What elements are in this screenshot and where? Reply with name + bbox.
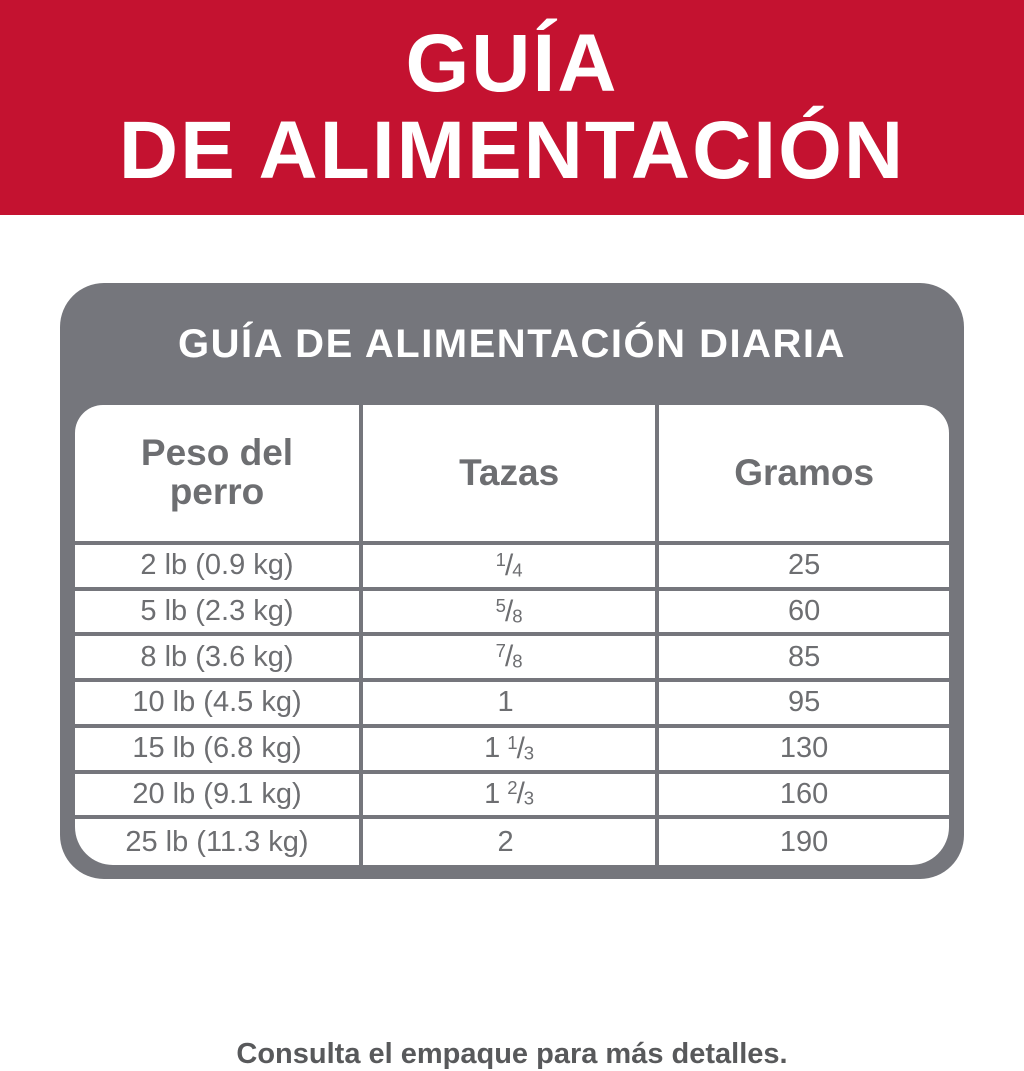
cell-cups: 2 [363, 819, 660, 865]
header-weight-label: Peso del perro [140, 432, 294, 512]
cell-grams: 160 [779, 777, 829, 810]
table-row: 2 lb (0.9 kg) 1/4 25 [75, 545, 949, 591]
footer-note: Consulta el empaque para más detalles. [236, 1038, 788, 1070]
table-row: 8 lb (3.6 kg) 7/8 85 [75, 636, 949, 683]
banner-title-line1: GUÍA [405, 17, 619, 109]
header-cell-grams: Gramos [734, 451, 875, 493]
cell-grams: 190 [779, 825, 829, 858]
cell-grams: 85 [787, 640, 821, 673]
header-cell-cups: Tazas [363, 405, 660, 541]
cell-cups: 5/8 [363, 590, 660, 633]
daily-guide-card: GUÍA DE ALIMENTACIÓN DIARIA Peso del per… [60, 283, 964, 879]
table-row: 25 lb (11.3 kg) 2 190 [75, 819, 949, 865]
cell-grams: 130 [779, 732, 829, 765]
table-row: 15 lb (6.8 kg) 1 1/3 130 [75, 727, 949, 774]
cell-weight: 10 lb (4.5 kg) [75, 682, 363, 724]
cell-weight: 5 lb (2.3 kg) [75, 590, 363, 633]
cell-weight: 25 lb (11.3 kg) [75, 819, 363, 865]
cell-grams: 25 [787, 549, 821, 582]
banner-title-line2: DE ALIMENTACIÓN [118, 104, 906, 196]
table-row: 5 lb (2.3 kg) 5/8 60 [75, 590, 949, 637]
card-title: GUÍA DE ALIMENTACIÓN DIARIA [178, 321, 846, 366]
cell-cups: 1/4 [363, 545, 660, 587]
cell-grams: 60 [787, 595, 821, 628]
table-row: 10 lb (4.5 kg) 1 95 [75, 682, 949, 728]
cell-weight: 8 lb (3.6 kg) [75, 636, 363, 679]
cell-weight: 20 lb (9.1 kg) [75, 773, 363, 816]
header-banner: GUÍA DE ALIMENTACIÓN [0, 0, 1024, 215]
cell-weight: 15 lb (6.8 kg) [75, 727, 363, 770]
cell-cups: 1 2/3 [363, 773, 660, 816]
cell-weight: 2 lb (0.9 kg) [75, 545, 363, 587]
table-header-row: Peso del perro Tazas Gramos [75, 405, 949, 545]
feeding-table-container: Peso del perro Tazas Gramos 2 lb (0.9 kg… [75, 405, 949, 865]
cell-cups: 1 1/3 [363, 727, 660, 770]
header-cell-weight: Peso del perro [75, 405, 363, 541]
cell-cups: 7/8 [363, 636, 660, 679]
cell-cups: 1 [363, 682, 660, 724]
table-row: 20 lb (9.1 kg) 1 2/3 160 [75, 773, 949, 820]
cell-grams: 95 [787, 686, 821, 719]
feeding-table: Peso del perro Tazas Gramos 2 lb (0.9 kg… [75, 405, 949, 865]
